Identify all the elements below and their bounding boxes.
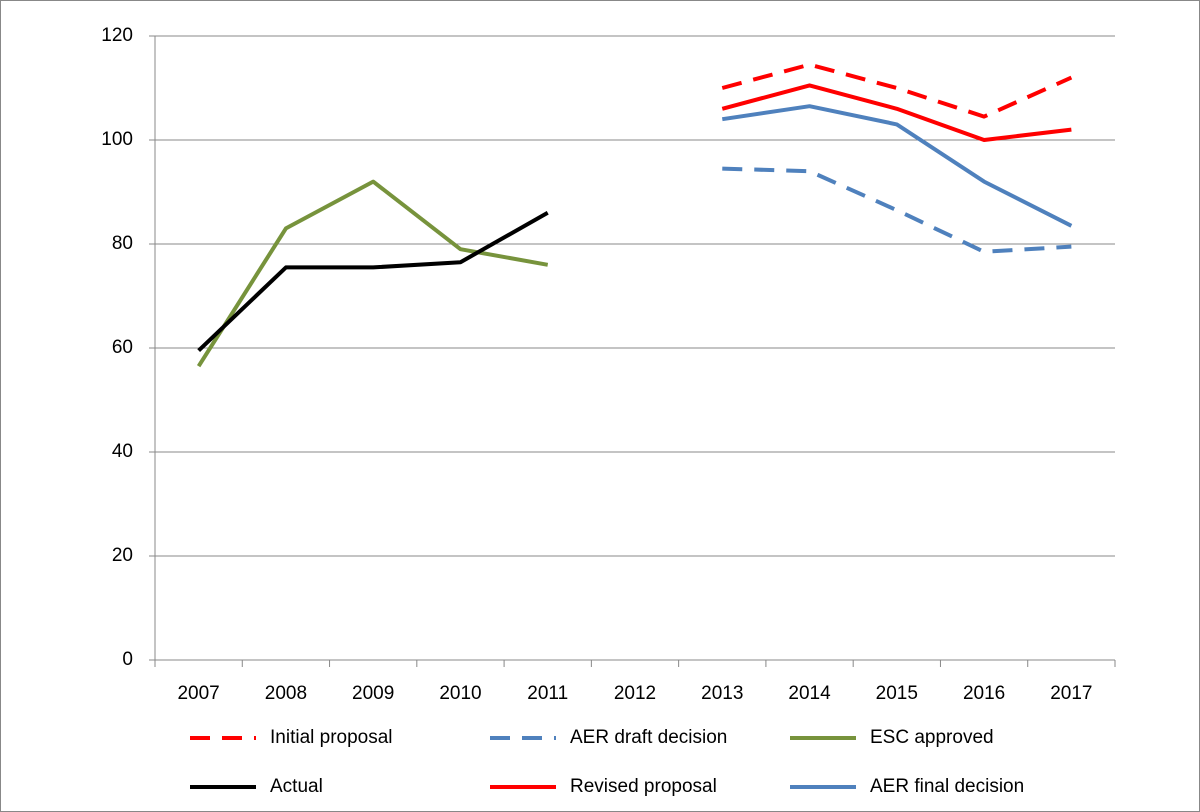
legend-label: Actual [270,776,323,797]
x-tick-label: 2015 [876,683,918,704]
data-line [721,104,1073,228]
legend-label: Revised proposal [570,776,717,797]
legend-label: ESC approved [870,727,994,748]
legend-label: AER final decision [870,776,1024,797]
data-line [197,211,549,353]
data-line [196,179,549,368]
data-line [721,83,1072,142]
x-tick-label: 2013 [701,683,743,704]
x-tick-label: 2008 [265,683,307,704]
y-tick-label: 40 [112,441,133,462]
y-tick-label: 60 [112,337,133,358]
x-tick-label: 2010 [439,683,481,704]
y-tick-label: 80 [112,233,133,254]
y-tick-label: 20 [112,545,133,566]
data-line [721,62,1073,119]
x-tick-label: 2014 [788,683,831,704]
legend-label: AER draft decision [570,727,727,748]
y-tick-label: 0 [122,649,133,670]
y-tick-label: 120 [101,25,133,46]
x-tick-label: 2017 [1050,683,1092,704]
x-tick-label: 2012 [614,683,656,704]
x-tick-label: 2007 [177,683,219,704]
x-tick-label: 2016 [963,683,1005,704]
y-tick-label: 100 [101,129,133,150]
legend-label: Initial proposal [270,727,393,748]
x-tick-label: 2011 [527,683,568,704]
x-tick-label: 2009 [352,683,394,704]
